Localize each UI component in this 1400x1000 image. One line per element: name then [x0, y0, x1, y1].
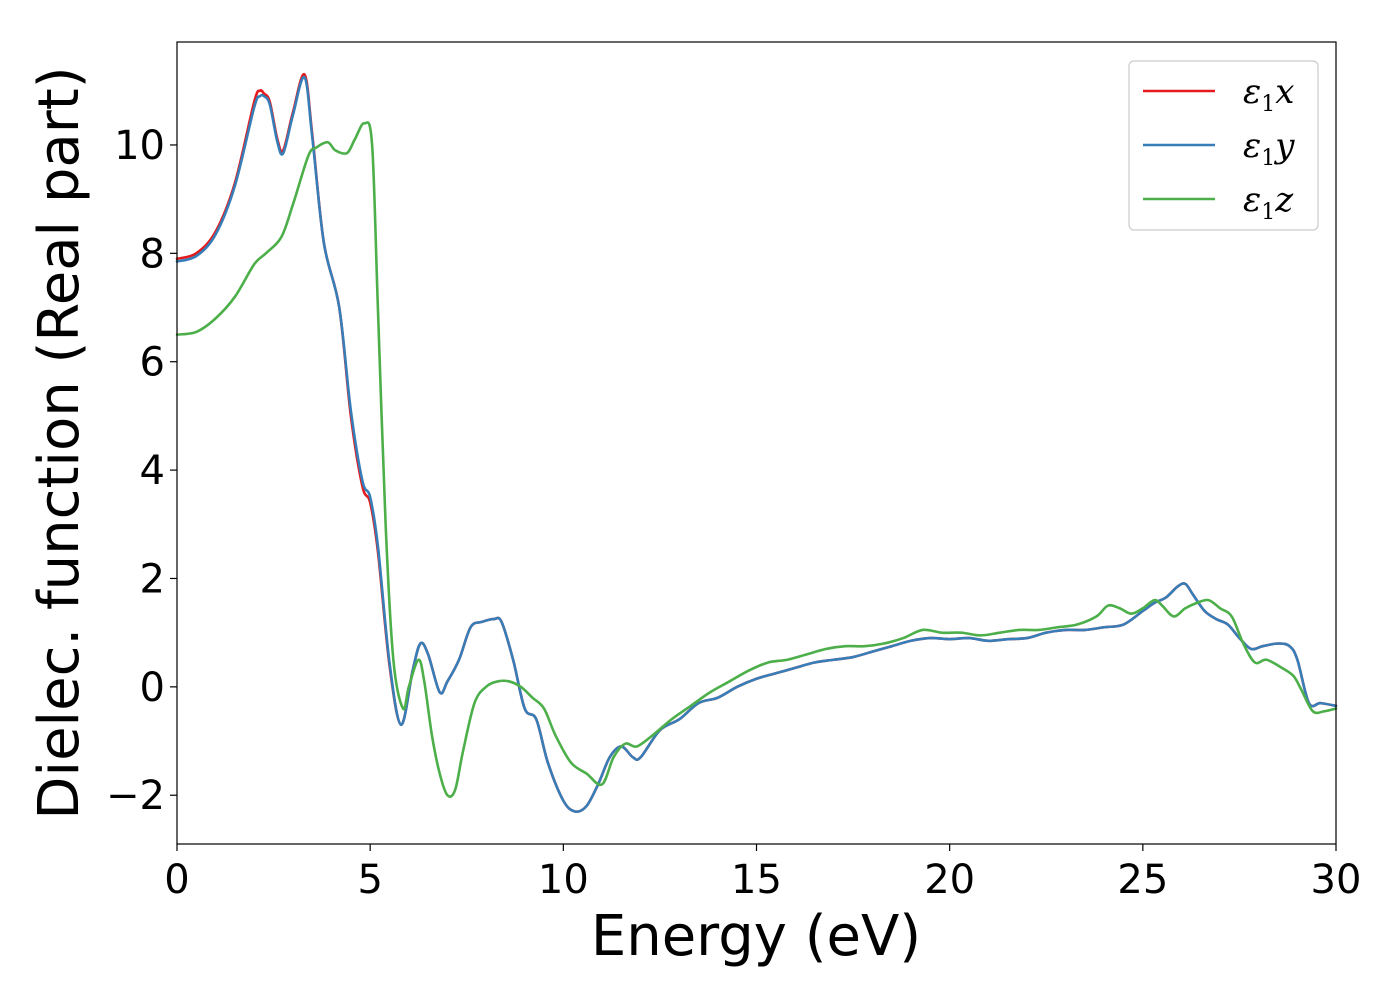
y-tick-label: 10: [114, 123, 165, 169]
x-tick-label: 25: [1117, 857, 1168, 903]
x-tick-label: 5: [357, 857, 382, 903]
legend-subscript: 1: [1261, 92, 1275, 117]
legend-symbol: ε: [1243, 180, 1261, 220]
legend-component: y: [1273, 126, 1295, 166]
legend-label-z: ε1z: [1243, 180, 1294, 225]
x-tick-label: 10: [538, 857, 589, 903]
x-tick-label: 15: [731, 857, 782, 903]
x-axis: 0 5 10 15 20 25 30: [164, 844, 1361, 903]
y-tick-label: 0: [140, 665, 165, 711]
series-line-z: [175, 121, 1338, 798]
x-tick-label: 30: [1311, 857, 1362, 903]
y-axis-label: Dielec. function (Real part): [27, 66, 92, 819]
legend-subscript: 1: [1261, 146, 1275, 171]
legend-label-x: ε1x: [1243, 72, 1294, 117]
x-axis-label: Energy (eV): [591, 904, 921, 969]
y-tick-label: 4: [140, 448, 165, 494]
y-axis: −2 0 2 4 6 8 10: [106, 123, 177, 819]
y-tick-label: 2: [140, 556, 165, 602]
x-tick-label: 0: [164, 857, 189, 903]
y-tick-label: 6: [140, 340, 165, 386]
legend-label-y: ε1y: [1243, 126, 1295, 171]
series-layer: [175, 73, 1338, 813]
legend-subscript: 1: [1261, 200, 1275, 225]
legend-component: z: [1274, 180, 1294, 220]
legend-box: [1128, 60, 1319, 231]
legend-component: x: [1275, 72, 1294, 112]
y-tick-label: −2: [106, 773, 165, 819]
y-tick-label: 8: [140, 231, 165, 277]
legend-symbol: ε: [1243, 126, 1261, 166]
x-tick-label: 20: [924, 857, 975, 903]
series-line-y: [175, 75, 1338, 813]
legend-symbol: ε: [1243, 72, 1261, 112]
